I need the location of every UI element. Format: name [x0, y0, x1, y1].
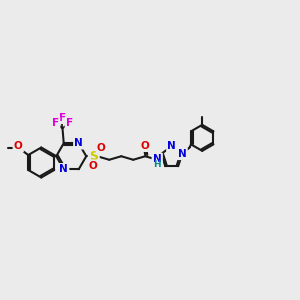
Text: H: H [153, 160, 161, 169]
Text: N: N [59, 164, 68, 174]
Text: O: O [97, 143, 106, 153]
Text: F: F [59, 113, 66, 123]
Text: O: O [14, 141, 22, 151]
Text: S: S [89, 150, 98, 163]
Text: N: N [153, 154, 162, 164]
Text: N: N [178, 149, 187, 159]
Text: N: N [74, 138, 83, 148]
Text: F: F [52, 118, 59, 128]
Text: O: O [141, 141, 149, 151]
Text: F: F [66, 118, 73, 128]
Text: N: N [167, 141, 176, 151]
Text: O: O [89, 161, 98, 171]
